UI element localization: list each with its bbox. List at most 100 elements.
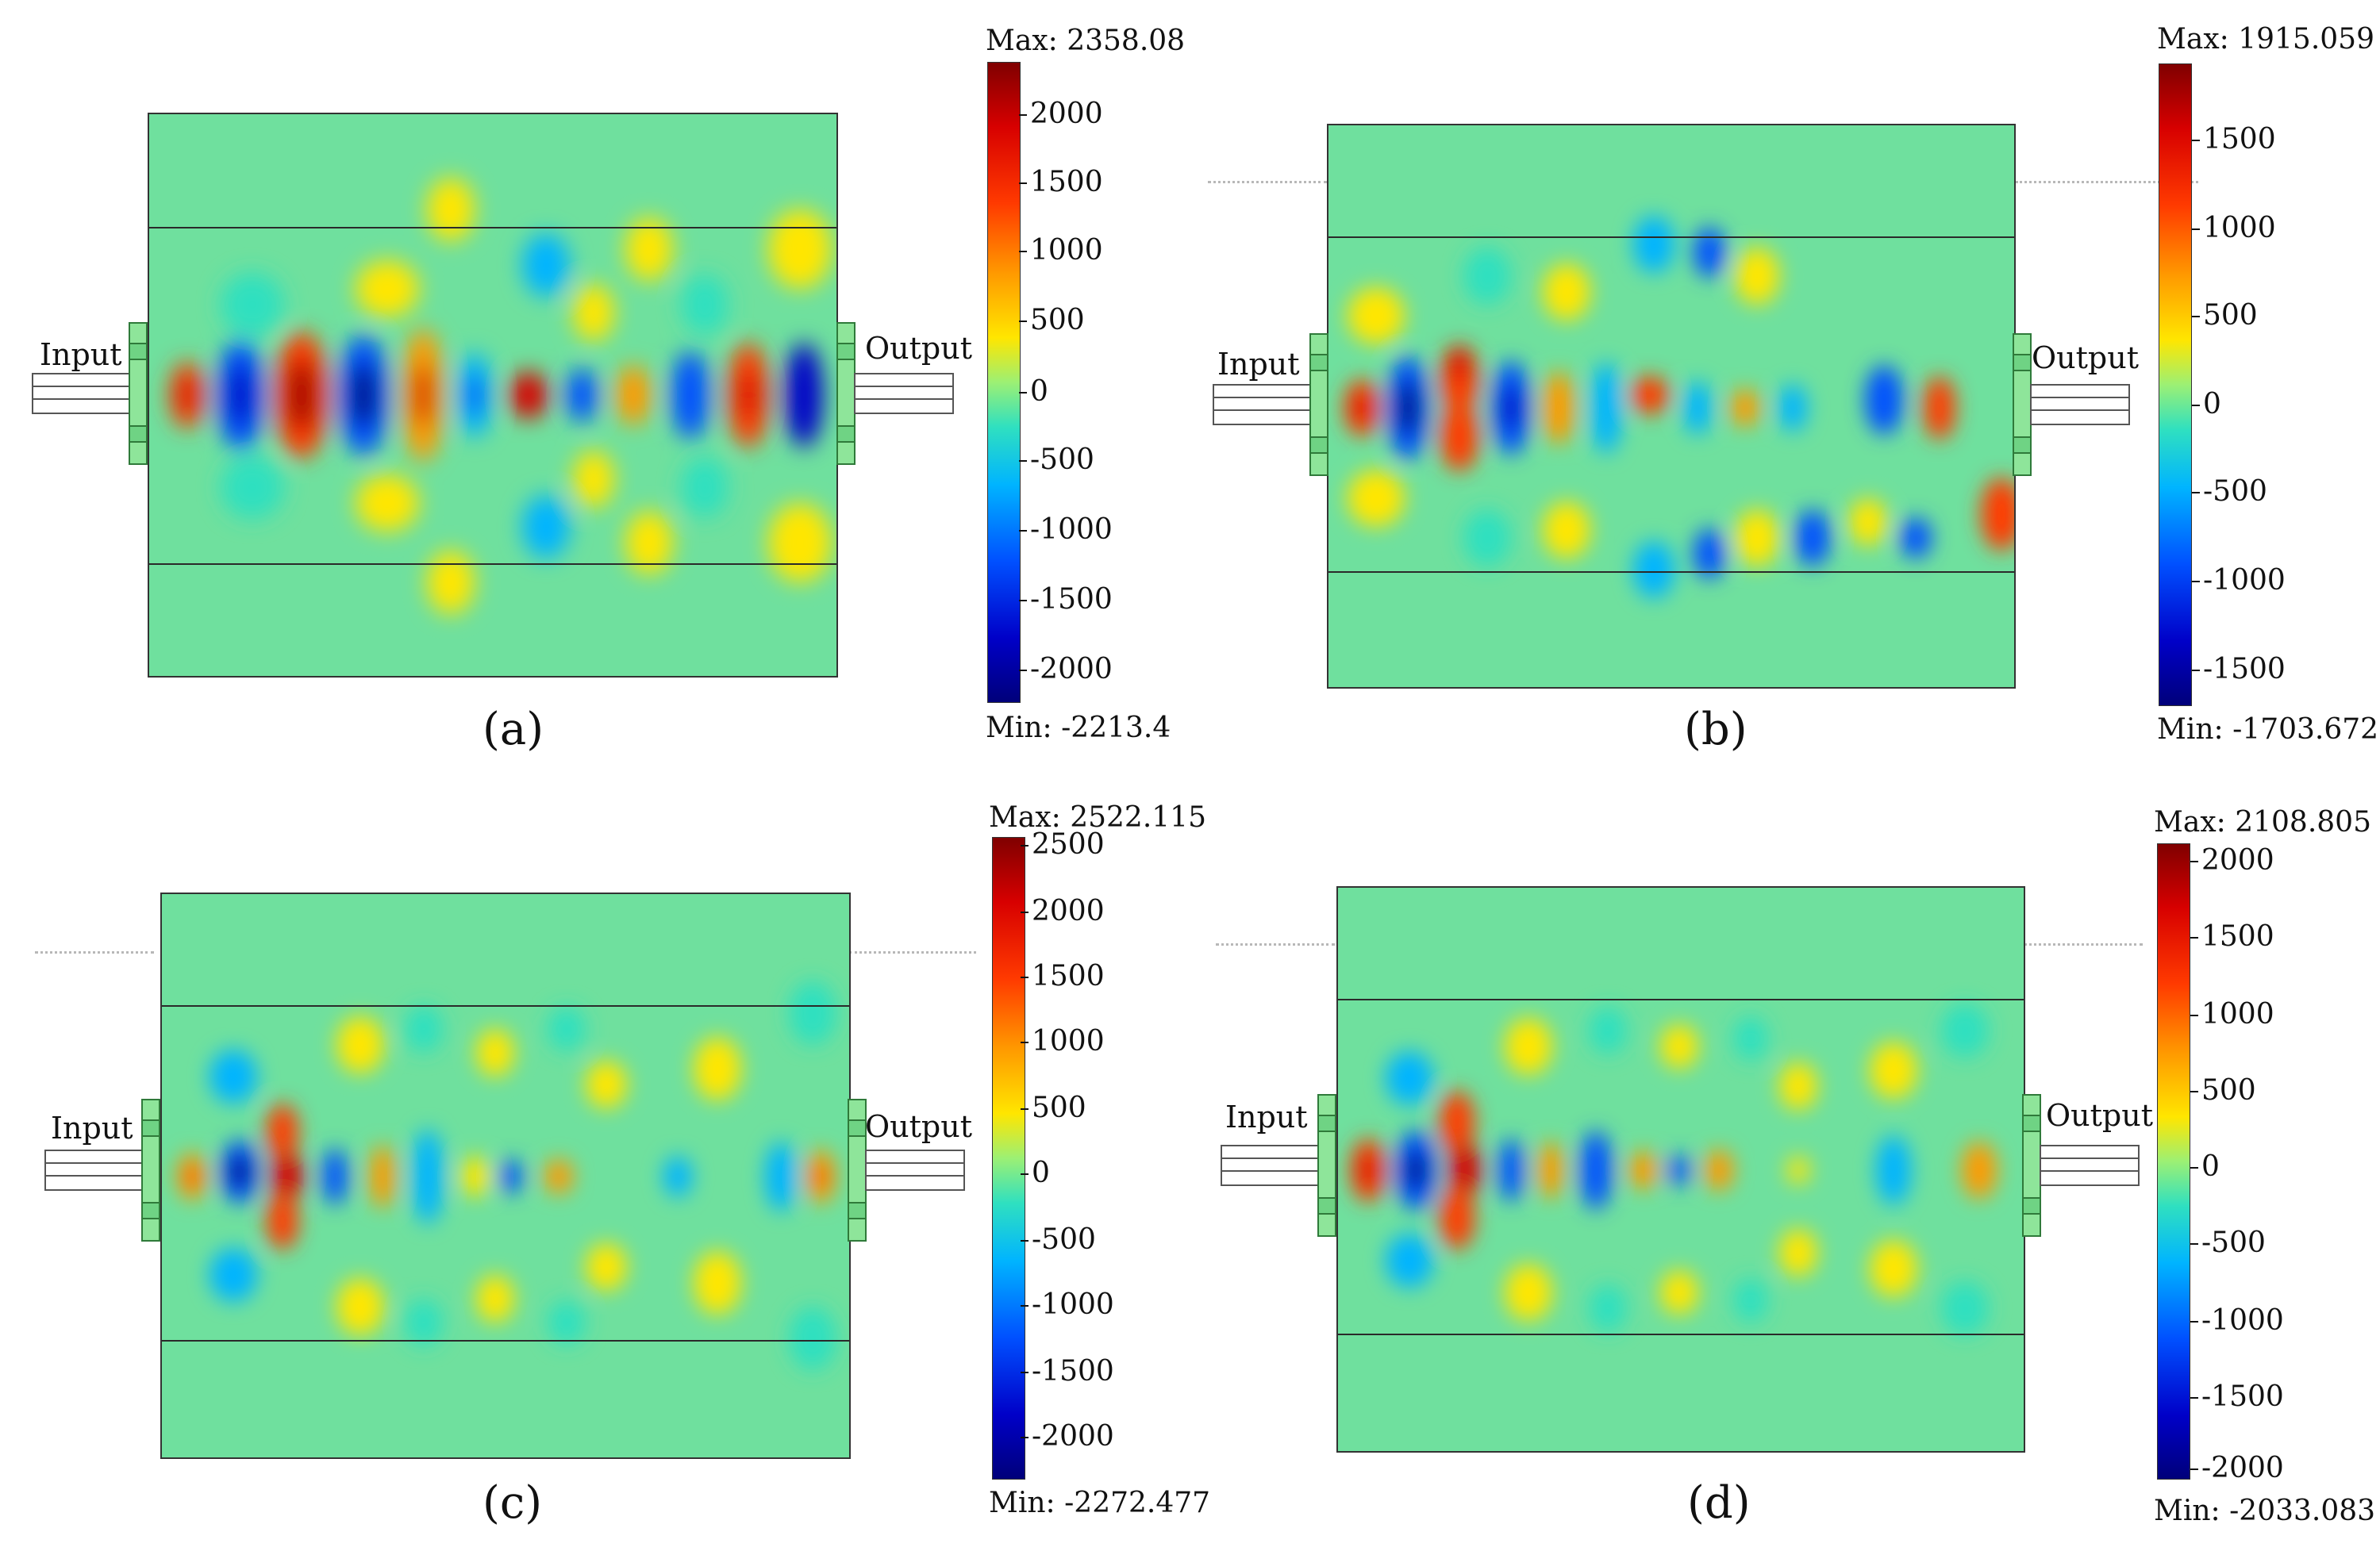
- input-waveguide: [1213, 384, 1313, 425]
- colorbar: [2157, 843, 2190, 1480]
- colorbar-tick: -1500: [1021, 1355, 1114, 1388]
- colorbar-tick: 1500: [2190, 920, 2274, 953]
- output-waveguide: [2030, 384, 2130, 425]
- colorbar-min-label: Min: -2033.083: [2154, 1495, 2376, 1527]
- colorbar-tick: 0: [2192, 388, 2221, 420]
- colorbar-tick: -1000: [2190, 1304, 2284, 1337]
- colorbar-tick: -500: [2192, 475, 2267, 508]
- colorbar-tick: -1500: [2192, 653, 2286, 685]
- dotted-guide-left: [35, 951, 154, 954]
- output-waveguide: [865, 1150, 965, 1191]
- colorbar-tick: 500: [2190, 1074, 2256, 1107]
- dotted-guide-right: [2016, 181, 2198, 183]
- colorbar: [987, 62, 1021, 703]
- panel-a: Input Output Max: 2358.08 2000 1500 1000…: [0, 0, 1190, 770]
- colorbar-tick: 1500: [1021, 960, 1105, 992]
- boundary-line-top: [162, 1005, 849, 1007]
- panel-c: Input Output Max: 2522.115 2500 2000 150…: [0, 781, 1210, 1551]
- colorbar-tick: 2500: [1021, 828, 1105, 861]
- colorbar-tick: -1500: [1019, 583, 1113, 616]
- colorbar-tick: 1000: [2190, 998, 2274, 1031]
- input-label: Input: [1217, 347, 1300, 382]
- field-plot-d: [1336, 886, 2025, 1453]
- colorbar-max-label: Max: 2358.08: [986, 25, 1186, 57]
- input-waveguide: [32, 373, 132, 414]
- input-flange: [1309, 333, 1328, 476]
- input-waveguide: [44, 1150, 144, 1191]
- caption-d: (d): [1687, 1477, 1751, 1529]
- colorbar-tick: 1000: [2192, 212, 2276, 244]
- field-plot-b: [1327, 124, 2016, 689]
- colorbar-tick: -1000: [1021, 1288, 1114, 1321]
- colorbar-min-label: Min: -2213.4: [986, 712, 1171, 744]
- colorbar: [2159, 63, 2192, 706]
- input-label: Input: [51, 1111, 133, 1146]
- field-plot-c: [160, 893, 851, 1459]
- boundary-line-bottom: [149, 563, 836, 565]
- panel-d: Input Output Max: 2108.805 2000 1500 100…: [1190, 781, 2380, 1551]
- colorbar-tick: 500: [2192, 299, 2258, 332]
- output-waveguide: [854, 373, 954, 414]
- caption-c: (c): [483, 1477, 543, 1529]
- input-flange: [129, 322, 148, 465]
- colorbar-tick: 2000: [1021, 895, 1105, 927]
- colorbar-tick: 1000: [1019, 234, 1103, 267]
- output-label: Output: [865, 1109, 972, 1144]
- dotted-guide-right: [2024, 943, 2143, 946]
- colorbar-tick: -500: [1021, 1223, 1096, 1256]
- boundary-line-top: [1328, 236, 2014, 238]
- output-waveguide: [2040, 1145, 2140, 1186]
- colorbar-min-label: Min: -1703.672: [2157, 713, 2379, 746]
- boundary-line-bottom: [1328, 571, 2014, 573]
- colorbar-tick: -2000: [1019, 653, 1113, 685]
- input-flange: [1317, 1094, 1336, 1237]
- boundary-line-bottom: [1338, 1334, 2024, 1335]
- input-label: Input: [40, 337, 122, 372]
- colorbar-tick: -2000: [1021, 1420, 1114, 1453]
- field-pattern-c: [178, 981, 836, 1370]
- output-flange: [836, 322, 855, 465]
- colorbar-tick: -1000: [1019, 513, 1113, 546]
- dotted-guide-left: [1216, 943, 1335, 946]
- output-flange: [2022, 1094, 2041, 1237]
- panel-b: Input Output Max: 1915.059 1500 1000 500…: [1190, 0, 2380, 770]
- boundary-line-bottom: [162, 1340, 849, 1342]
- dotted-guide-left: [1208, 181, 1327, 183]
- colorbar-tick: 0: [2190, 1150, 2220, 1183]
- output-flange: [2013, 333, 2032, 476]
- input-label: Input: [1225, 1100, 1308, 1134]
- boundary-line-top: [1338, 999, 2024, 1000]
- field-pattern-b: [1344, 216, 2014, 598]
- colorbar-tick: 500: [1019, 304, 1085, 336]
- output-label: Output: [865, 331, 972, 366]
- input-waveguide: [1221, 1145, 1321, 1186]
- field-pattern-a: [170, 178, 832, 614]
- boundary-line-top: [149, 227, 836, 228]
- colorbar-tick: 500: [1021, 1092, 1086, 1124]
- colorbar-tick: 1500: [1019, 166, 1103, 198]
- field-pattern-d: [1351, 1004, 1997, 1335]
- caption-b: (b): [1684, 704, 1748, 755]
- colorbar-tick: -1500: [2190, 1380, 2284, 1413]
- colorbar-tick: 2000: [2190, 844, 2274, 877]
- colorbar-tick: 1500: [2192, 123, 2276, 155]
- input-flange: [141, 1099, 160, 1242]
- colorbar-tick: 0: [1021, 1157, 1050, 1189]
- colorbar-tick: 0: [1019, 375, 1048, 408]
- colorbar-max-label: Max: 2108.805: [2154, 806, 2371, 839]
- caption-a: (a): [483, 704, 544, 755]
- output-flange: [848, 1099, 867, 1242]
- colorbar-tick: -500: [1019, 443, 1094, 476]
- colorbar-max-label: Max: 2522.115: [989, 801, 1206, 834]
- output-label: Output: [2046, 1098, 2153, 1133]
- colorbar: [992, 837, 1025, 1480]
- colorbar-tick: -1000: [2192, 564, 2286, 597]
- colorbar-tick: -2000: [2190, 1452, 2284, 1484]
- output-label: Output: [2032, 340, 2139, 375]
- colorbar-tick: 2000: [1019, 98, 1103, 130]
- colorbar-min-label: Min: -2272.477: [989, 1487, 1211, 1519]
- colorbar-max-label: Max: 1915.059: [2157, 23, 2374, 56]
- dotted-guide-right: [849, 951, 976, 954]
- colorbar-tick: 1000: [1021, 1025, 1105, 1058]
- colorbar-tick: -500: [2190, 1227, 2266, 1259]
